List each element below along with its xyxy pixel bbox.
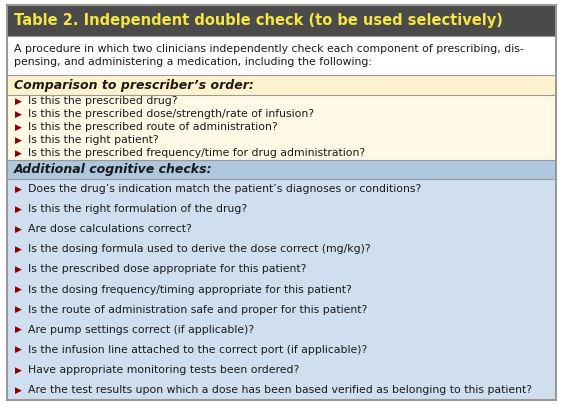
- Text: Are the test results upon which a dose has been based verified as belonging to t: Are the test results upon which a dose h…: [28, 385, 532, 395]
- Text: Is this the prescribed frequency/time for drug administration?: Is this the prescribed frequency/time fo…: [28, 148, 365, 158]
- Text: ▶: ▶: [15, 225, 21, 234]
- FancyBboxPatch shape: [7, 160, 556, 179]
- Text: ▶: ▶: [15, 285, 21, 294]
- Text: ▶: ▶: [15, 185, 21, 194]
- Text: Are dose calculations correct?: Are dose calculations correct?: [28, 224, 192, 234]
- Text: ▶: ▶: [15, 110, 21, 119]
- Text: ▶: ▶: [15, 365, 21, 375]
- Text: ▶: ▶: [15, 123, 21, 132]
- FancyBboxPatch shape: [7, 95, 556, 160]
- Text: ▶: ▶: [15, 265, 21, 274]
- FancyBboxPatch shape: [7, 36, 556, 75]
- Text: ▶: ▶: [15, 245, 21, 254]
- Text: ▶: ▶: [15, 136, 21, 145]
- FancyBboxPatch shape: [7, 75, 556, 95]
- FancyBboxPatch shape: [7, 5, 556, 36]
- Text: ▶: ▶: [15, 325, 21, 334]
- Text: ▶: ▶: [15, 345, 21, 354]
- Text: Is the dosing frequency/timing appropriate for this patient?: Is the dosing frequency/timing appropria…: [28, 285, 352, 294]
- Text: Is this the prescribed route of administration?: Is this the prescribed route of administ…: [28, 122, 278, 132]
- Text: Are pump settings correct (if applicable)?: Are pump settings correct (if applicable…: [28, 325, 254, 335]
- Text: A procedure in which two clinicians independently check each component of prescr: A procedure in which two clinicians inde…: [14, 44, 523, 67]
- Text: Additional cognitive checks:: Additional cognitive checks:: [14, 163, 212, 176]
- Text: Is this the prescribed drug?: Is this the prescribed drug?: [28, 96, 178, 106]
- FancyBboxPatch shape: [7, 179, 556, 400]
- Text: Is this the right patient?: Is this the right patient?: [28, 135, 159, 145]
- Text: Is the dosing formula used to derive the dose correct (mg/kg)?: Is the dosing formula used to derive the…: [28, 244, 371, 254]
- Text: Is the infusion line attached to the correct port (if applicable)?: Is the infusion line attached to the cor…: [28, 345, 368, 355]
- Text: Table 2. Independent double check (to be used selectively): Table 2. Independent double check (to be…: [14, 13, 502, 28]
- Text: ▶: ▶: [15, 97, 21, 106]
- Text: ▶: ▶: [15, 149, 21, 158]
- Text: Is this the prescribed dose/strength/rate of infusion?: Is this the prescribed dose/strength/rat…: [28, 109, 314, 119]
- Text: ▶: ▶: [15, 305, 21, 314]
- Text: ▶: ▶: [15, 205, 21, 214]
- Text: Is the route of administration safe and proper for this patient?: Is the route of administration safe and …: [28, 305, 368, 315]
- Text: ▶: ▶: [15, 386, 21, 394]
- Text: Does the drug’s indication match the patient’s diagnoses or conditions?: Does the drug’s indication match the pat…: [28, 184, 421, 194]
- Text: Is this the right formulation of the drug?: Is this the right formulation of the dru…: [28, 204, 247, 214]
- Text: Have appropriate monitoring tests been ordered?: Have appropriate monitoring tests been o…: [28, 365, 300, 375]
- Text: Is the prescribed dose appropriate for this patient?: Is the prescribed dose appropriate for t…: [28, 264, 306, 275]
- Text: Comparison to prescriber’s order:: Comparison to prescriber’s order:: [14, 79, 253, 92]
